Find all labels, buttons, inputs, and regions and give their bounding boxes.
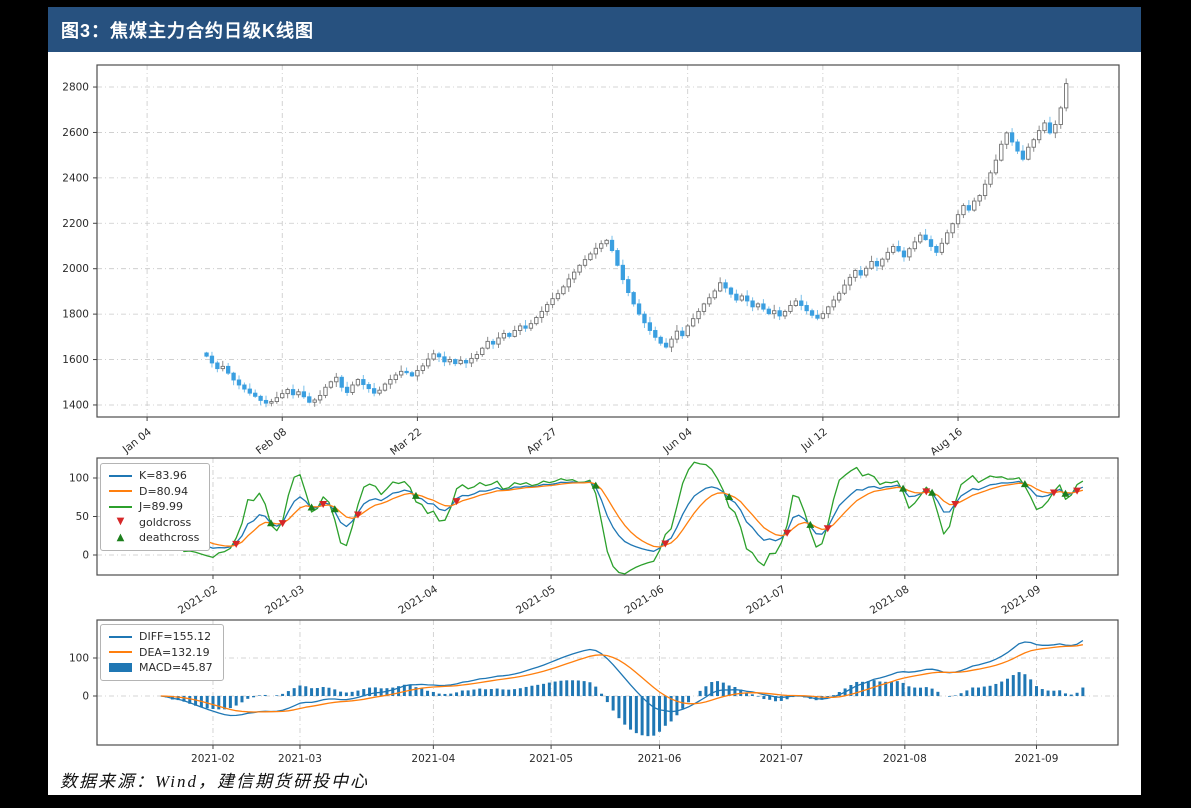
legend-item-diff: DIFF=155.12 xyxy=(109,629,213,645)
dea-line-swatch-icon xyxy=(109,651,132,654)
legend-label-d: D=80.94 xyxy=(139,484,189,498)
goldcross-triangle-icon: ▼ xyxy=(116,516,125,528)
legend-label-j: J=89.99 xyxy=(139,500,183,514)
legend-label-goldcross: goldcross xyxy=(139,515,192,529)
figure-title: 图3：焦煤主力合约日级K线图 xyxy=(61,20,315,41)
legend-label-k: K=83.96 xyxy=(139,469,187,483)
legend-item-macd: MACD=45.87 xyxy=(109,660,213,676)
legend-label-macd: MACD=45.87 xyxy=(139,661,213,675)
j-line-swatch-icon xyxy=(109,505,132,508)
k-line-swatch-icon xyxy=(109,474,132,477)
legend-item-deathcross: ▲ deathcross xyxy=(109,530,200,546)
deathcross-triangle-icon: ▲ xyxy=(116,531,125,543)
legend-item-d: D=80.94 xyxy=(109,484,199,500)
legend-item-j: J=89.99 xyxy=(109,499,199,515)
legend-label-dea: DEA=132.19 xyxy=(139,645,210,659)
diff-line-swatch-icon xyxy=(109,635,132,638)
legend-label-diff: DIFF=155.12 xyxy=(139,630,212,644)
data-source-note: 数据来源：Wind，建信期货研投中心 xyxy=(60,772,369,791)
legend-item-dea: DEA=132.19 xyxy=(109,645,213,661)
legend-item-k: K=83.96 xyxy=(109,468,199,484)
d-line-swatch-icon xyxy=(109,490,132,493)
chart-area xyxy=(48,52,1141,795)
legend-item-goldcross: ▼ goldcross xyxy=(109,515,199,531)
figure-title-bar: 图3：焦煤主力合约日级K线图 xyxy=(48,7,1141,52)
macd-bar-swatch-icon xyxy=(109,663,132,673)
kdj-legend: K=83.96 D=80.94 J=89.99 ▼ goldcross ▲ de… xyxy=(100,463,211,551)
legend-label-deathcross: deathcross xyxy=(139,531,200,545)
macd-legend: DIFF=155.12 DEA=132.19 MACD=45.87 xyxy=(100,624,224,681)
